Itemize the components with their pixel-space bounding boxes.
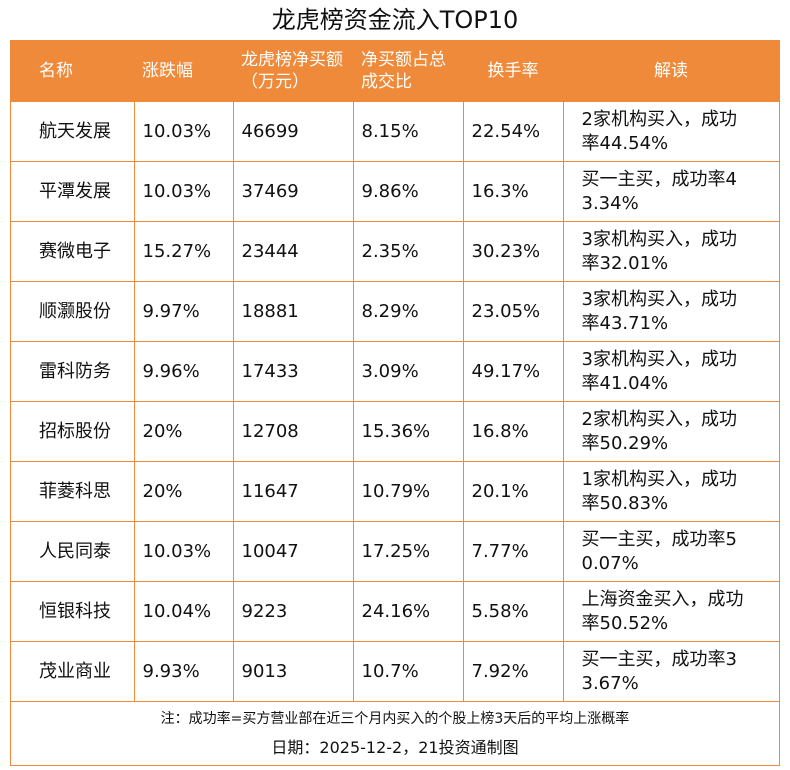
table-cell: 49.17% (462, 341, 564, 402)
table-cell: 2.35% (352, 221, 464, 282)
table-row: 赛微电子 15.27% 23444 2.35% 30.23% 3家机构买入，成功率32.0… (11, 221, 779, 282)
table-row: 航天发展 10.03% 46699 8.15% 22.54% 2家机构买入，成功率44.5… (11, 101, 779, 162)
table-cell: 11647 (232, 461, 354, 522)
table-row: 茂业商业 9.93% 9013 10.7% 7.92% 买一主买，成功率33.67% (11, 641, 779, 702)
table-cell: 20.1% (462, 461, 564, 522)
table-row: 招标股份 20% 12708 15.36% 16.8% 2家机构买入，成功率50.29% (11, 401, 779, 462)
table-cell: 3家机构买入，成功率41.04% (562, 341, 779, 402)
table-cell: 30.23% (462, 221, 564, 282)
table-cell: 24.16% (352, 581, 464, 642)
table-cell: 7.92% (462, 641, 564, 702)
header-cell: 换手率 (463, 41, 563, 102)
table-row: 平潭发展 10.03% 37469 9.86% 16.3% 买一主买，成功率43.34% (11, 161, 779, 222)
header-cell: 解读 (563, 41, 779, 102)
table-cell: 10.7% (352, 641, 464, 702)
header-cell: 净买额占总成交比 (353, 41, 463, 102)
table-cell: 17.25% (352, 521, 464, 582)
table-cell: 2家机构买入，成功率50.29% (562, 401, 779, 462)
table-cell: 1家机构买入，成功率50.83% (562, 461, 779, 522)
table-row: 恒银科技 10.04% 9223 24.16% 5.58% 上海资金买入，成功率50.52… (11, 581, 779, 642)
date-credit: 日期：2025-12-2，21投资通制图 (271, 738, 519, 757)
table-cell: 10.79% (352, 461, 464, 522)
table-cell: 菲菱科思 (11, 461, 135, 522)
table-row: 顺灏股份 9.97% 18881 8.29% 23.05% 3家机构买入，成功率43.71… (11, 281, 779, 342)
table-frame: 名称 涨跌幅 龙虎榜净买额（万元） 净买额占总成交比 换手率 解读 航天发展 10.03% 4… (10, 40, 780, 766)
table-cell: 20% (133, 401, 234, 462)
table-row: 雷科防务 9.96% 17433 3.09% 49.17% 3家机构买入，成功率41.04… (11, 341, 779, 402)
table-cell: 16.3% (462, 161, 564, 222)
table-cell: 46699 (232, 101, 354, 162)
table-cell: 航天发展 (11, 101, 135, 162)
table-row: 人民同泰 10.03% 10047 17.25% 7.77% 买一主买，成功率50.07% (11, 521, 779, 582)
table-cell: 8.29% (352, 281, 464, 342)
table-cell: 9.96% (133, 341, 234, 402)
table-cell: 15.27% (133, 221, 234, 282)
table-cell: 上海资金买入，成功率50.52% (562, 581, 779, 642)
table-cell: 2家机构买入，成功率44.54% (562, 101, 779, 162)
table-cell: 3家机构买入，成功率43.71% (562, 281, 779, 342)
table-cell: 8.15% (352, 101, 464, 162)
table-cell: 9013 (232, 641, 354, 702)
table-cell: 3.09% (352, 341, 464, 402)
table-cell: 恒银科技 (11, 581, 135, 642)
header-cell: 龙虎榜净买额（万元） (233, 41, 353, 102)
table-cell: 招标股份 (11, 401, 135, 462)
table-cell: 10.03% (133, 101, 234, 162)
table-cell: 10047 (232, 521, 354, 582)
table-cell: 23444 (232, 221, 354, 282)
table-cell: 10.03% (133, 521, 234, 582)
table-cell: 7.77% (462, 521, 564, 582)
table-cell: 10.04% (133, 581, 234, 642)
table-cell: 9223 (232, 581, 354, 642)
table-cell: 10.03% (133, 161, 234, 222)
table-cell: 15.36% (352, 401, 464, 462)
header-row: 名称 涨跌幅 龙虎榜净买额（万元） 净买额占总成交比 换手率 解读 (11, 41, 779, 102)
table: 名称 涨跌幅 龙虎榜净买额（万元） 净买额占总成交比 换手率 解读 航天发展 10.03% 4… (11, 41, 779, 702)
table-cell: 3家机构买入，成功率32.01% (562, 221, 779, 282)
table-cell: 9.97% (133, 281, 234, 342)
table-cell: 赛微电子 (11, 221, 135, 282)
table-cell: 23.05% (462, 281, 564, 342)
table-cell: 16.8% (462, 401, 564, 462)
table-cell: 买一主买，成功率43.34% (562, 161, 779, 222)
table-cell: 雷科防务 (11, 341, 135, 402)
table-row: 菲菱科思 20% 11647 10.79% 20.1% 1家机构买入，成功率50.83% (11, 461, 779, 522)
table-cell: 人民同泰 (11, 521, 135, 582)
table-cell: 9.86% (352, 161, 464, 222)
table-body: 航天发展 10.03% 46699 8.15% 22.54% 2家机构买入，成功率44.5… (11, 101, 779, 702)
header-cell: 名称 (11, 41, 134, 102)
table-cell: 17433 (232, 341, 354, 402)
table-cell: 5.58% (462, 581, 564, 642)
table-cell: 买一主买，成功率50.07% (562, 521, 779, 582)
table-cell: 平潭发展 (11, 161, 135, 222)
table-cell: 12708 (232, 401, 354, 462)
table-cell: 9.93% (133, 641, 234, 702)
footnote: 注：成功率=买方营业部在近三个月内买入的个股上榜3天后的平均上涨概率 (160, 711, 630, 727)
table-cell: 茂业商业 (11, 641, 135, 702)
title: 龙虎榜资金流入TOP10 (271, 6, 519, 34)
table-cell: 顺灏股份 (11, 281, 135, 342)
header-cell: 涨跌幅 (134, 41, 233, 102)
table-cell: 20% (133, 461, 234, 522)
table-cell: 买一主买，成功率33.67% (562, 641, 779, 702)
table-cell: 37469 (232, 161, 354, 222)
table-cell: 18881 (232, 281, 354, 342)
table-cell: 22.54% (462, 101, 564, 162)
